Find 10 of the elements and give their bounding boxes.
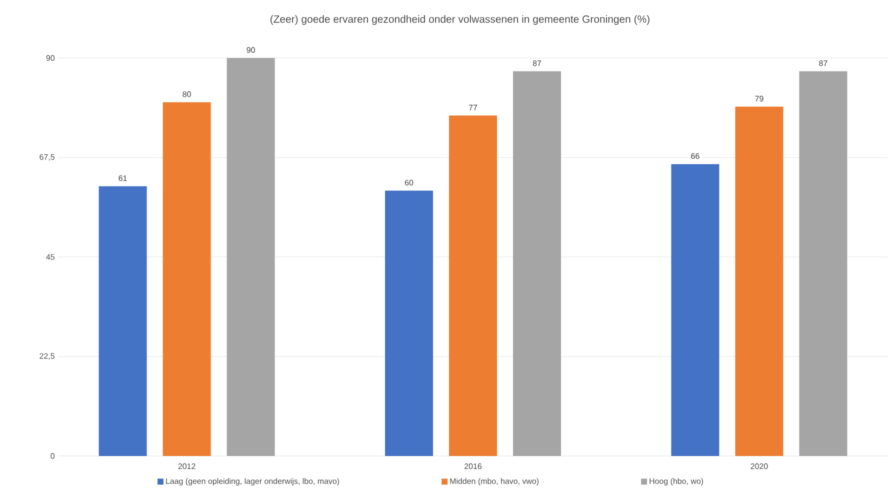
bar <box>98 186 147 456</box>
bar <box>385 190 434 456</box>
bar <box>735 106 784 456</box>
bar <box>799 71 848 456</box>
chart-title: (Zeer) goede ervaren gezondheid onder volwassenen in gemeente Groningen (%) <box>270 15 650 25</box>
bar <box>449 115 498 456</box>
bar <box>671 164 720 456</box>
bar <box>162 102 211 456</box>
bar <box>226 58 275 456</box>
bar <box>513 71 562 456</box>
